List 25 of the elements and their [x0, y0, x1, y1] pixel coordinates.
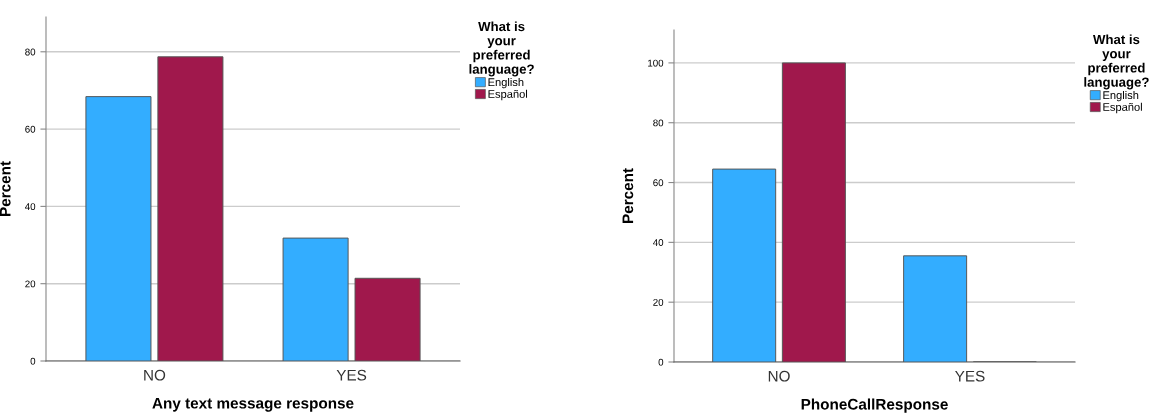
y-tick-label: 40 [652, 239, 664, 246]
x-axis-title: Any text message response [152, 397, 354, 412]
legend-title: What is your preferred language? [1084, 34, 1149, 90]
y-tick-label: 100 [648, 59, 664, 67]
y-tick-label: 60 [653, 179, 664, 187]
x-tick-label: YES [336, 369, 367, 381]
y-tick-label: 20 [25, 280, 36, 288]
y-tick-label: 80 [25, 48, 36, 56]
y-tick-label: 60 [25, 125, 36, 133]
x-tick-label: YES [955, 370, 985, 382]
y-tick-label: 0 [658, 358, 664, 366]
y-axis-title: Percent [0, 161, 11, 216]
y-tick-label: 0 [30, 357, 36, 365]
x-tick-label: NO [144, 369, 166, 381]
legend-label: Español [488, 89, 528, 101]
x-tick-label: NO [768, 370, 790, 382]
x-axis-title: PhoneCallResponse [801, 398, 948, 413]
y-tick-label: 80 [653, 119, 664, 127]
y-tick-label: 20 [653, 298, 664, 306]
legend-label: English [488, 77, 524, 89]
legend-label: English [1103, 90, 1139, 102]
legend-label: Español [1103, 102, 1142, 114]
y-tick-label: 40 [24, 203, 36, 211]
legend-title: What is your preferred language? [469, 21, 534, 77]
y-axis-title: Percent [622, 168, 634, 223]
